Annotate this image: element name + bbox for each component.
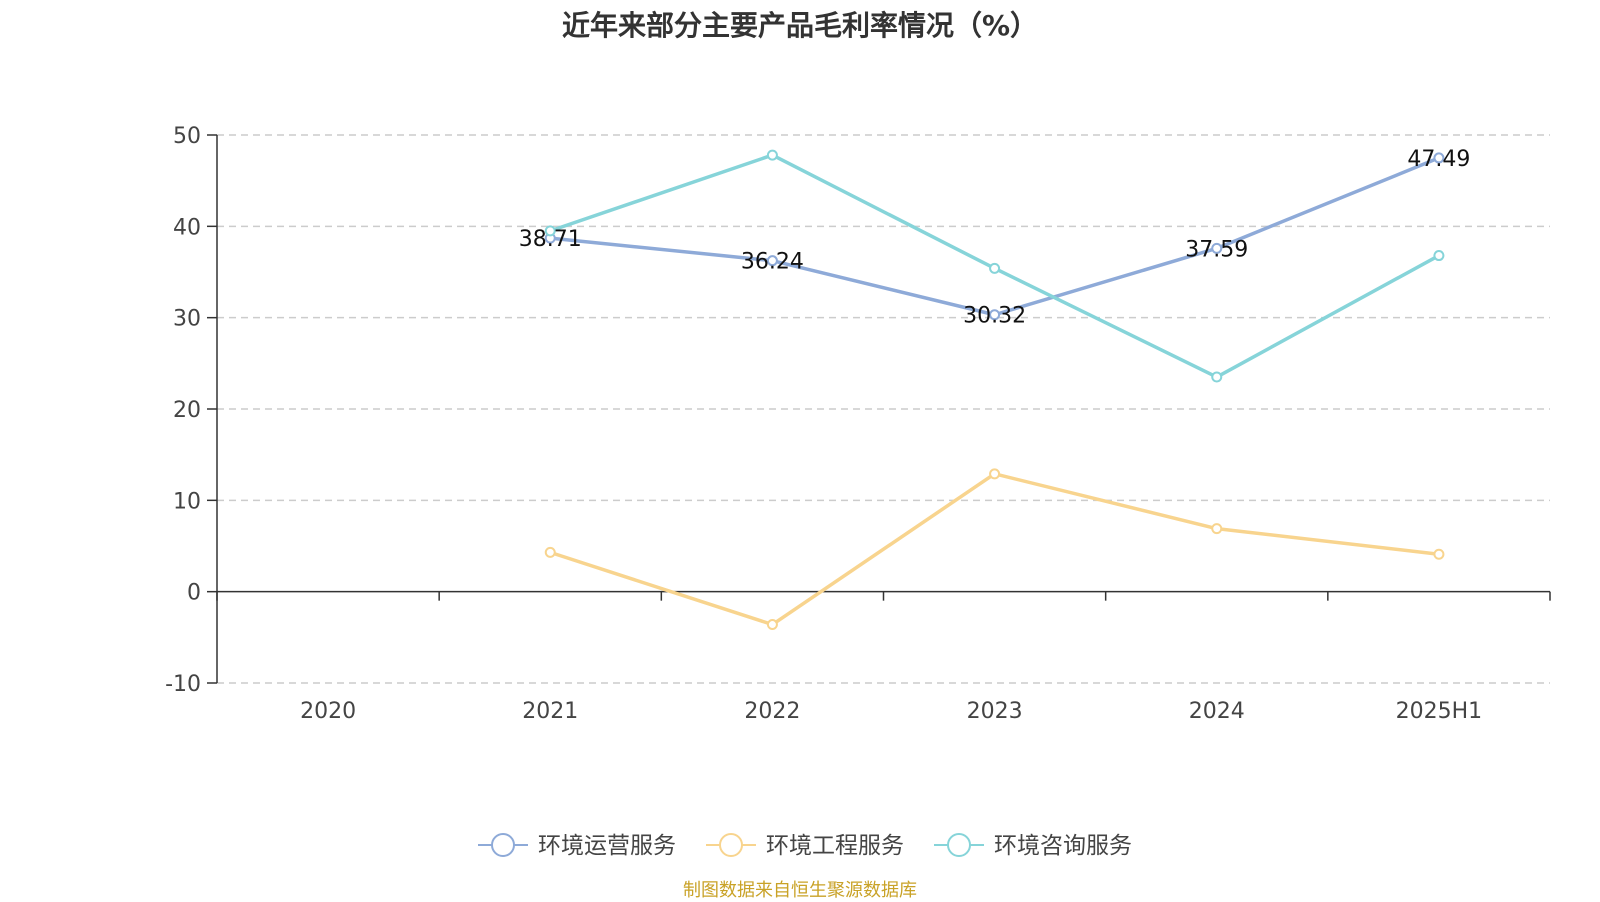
data-point xyxy=(1433,152,1445,164)
legend-marker xyxy=(491,833,515,857)
y-tick-label: -10 xyxy=(165,672,201,697)
series-line-1 xyxy=(550,156,1440,317)
data-point xyxy=(766,255,778,267)
data-point xyxy=(989,468,1001,480)
y-tick-label: 30 xyxy=(173,307,201,332)
legend-item-3[interactable]: 环境咨询服务 xyxy=(934,833,1132,859)
legend-marker xyxy=(947,833,971,857)
x-tick-label: 2023 xyxy=(967,699,1023,724)
data-point xyxy=(1211,523,1223,535)
data-label: 38.71 xyxy=(519,227,582,252)
data-point xyxy=(544,225,556,237)
data-point xyxy=(1433,548,1445,560)
y-tick-label: 10 xyxy=(173,489,201,514)
data-point xyxy=(989,309,1001,321)
series-line-2 xyxy=(549,472,1440,627)
series-lines xyxy=(544,149,1445,631)
data-point xyxy=(766,149,778,161)
data-label: 37.59 xyxy=(1185,237,1248,262)
legend-item-2[interactable]: 环境工程服务 xyxy=(706,833,904,859)
source-note: 制图数据来自恒生聚源数据库 xyxy=(683,880,917,901)
chart-title: 近年来部分主要产品毛利率情况（%） xyxy=(561,9,1039,42)
y-tick-label: 40 xyxy=(173,215,201,240)
legend[interactable]: 环境运营服务 环境工程服务 环境咨询服务 xyxy=(478,833,1132,859)
data-point xyxy=(989,262,1001,274)
grid-lines xyxy=(217,134,1550,684)
data-label: 36.24 xyxy=(741,250,804,275)
x-tick-label: 2025H1 xyxy=(1396,699,1483,724)
x-tick-label: 2022 xyxy=(744,699,800,724)
x-tick-label: 2024 xyxy=(1189,699,1245,724)
legend-marker xyxy=(719,833,743,857)
data-point xyxy=(1211,371,1223,383)
legend-label: 环境咨询服务 xyxy=(994,833,1132,859)
data-point xyxy=(766,619,778,631)
x-tick-label: 2020 xyxy=(300,699,356,724)
data-point xyxy=(1211,242,1223,254)
data-label: 30.32 xyxy=(963,304,1026,329)
y-tick-label: 50 xyxy=(173,124,201,149)
legend-item-1[interactable]: 环境运营服务 xyxy=(478,833,676,859)
legend-label: 环境工程服务 xyxy=(766,833,904,859)
y-tick-label: 0 xyxy=(187,581,201,606)
data-point xyxy=(544,546,556,558)
data-point xyxy=(1433,250,1445,262)
axes: -10 0 10 20 30 40 50 2020 2021 2022 2023 2024 2025H1 xyxy=(165,124,1551,724)
x-tick-label: 2021 xyxy=(522,699,578,724)
legend-label: 环境运营服务 xyxy=(538,833,676,859)
data-label: 47.49 xyxy=(1407,147,1470,172)
data-labels: 38.71 36.24 30.32 37.59 47.49 xyxy=(519,147,1471,329)
y-tick-label: 20 xyxy=(173,398,201,423)
